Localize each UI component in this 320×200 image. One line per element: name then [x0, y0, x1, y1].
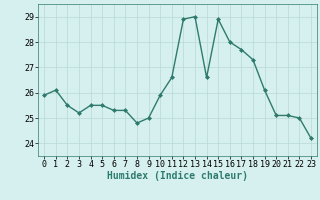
- X-axis label: Humidex (Indice chaleur): Humidex (Indice chaleur): [107, 171, 248, 181]
